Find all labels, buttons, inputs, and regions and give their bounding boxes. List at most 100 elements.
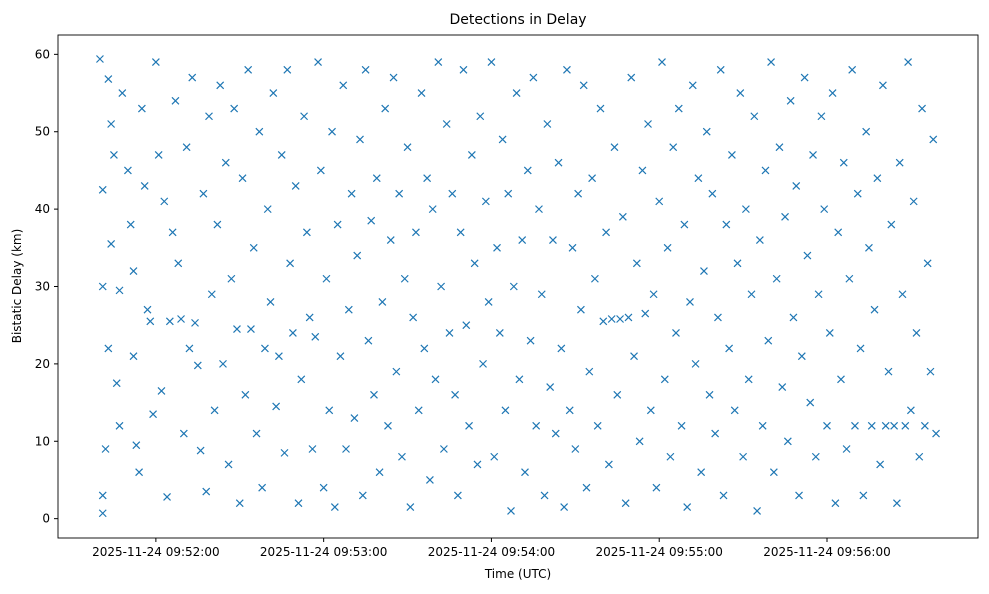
data-point — [126, 220, 135, 229]
data-point — [210, 406, 219, 415]
data-point — [389, 73, 398, 82]
x-axis-label: Time (UTC) — [484, 567, 551, 581]
data-point — [484, 298, 493, 306]
data-point — [604, 460, 613, 469]
data-point — [98, 282, 107, 291]
data-point — [213, 220, 222, 229]
data-point — [182, 143, 191, 152]
data-point — [314, 58, 322, 67]
y-axis-ticks: 0 10 20 30 40 50 60 — [35, 47, 58, 526]
data-point — [504, 189, 513, 198]
data-point — [165, 317, 174, 326]
data-point — [339, 81, 348, 90]
data-point — [398, 452, 406, 461]
data-point — [160, 197, 169, 206]
data-point — [632, 259, 641, 268]
data-point — [694, 174, 703, 183]
data-point — [247, 325, 255, 333]
data-point — [473, 460, 482, 469]
data-point — [817, 112, 826, 121]
data-point — [288, 329, 297, 337]
data-point — [384, 421, 392, 430]
data-point — [767, 58, 775, 67]
data-point — [898, 290, 907, 299]
data-point — [140, 181, 149, 190]
data-point — [118, 89, 127, 97]
data-point — [842, 445, 851, 453]
data-point — [205, 112, 213, 121]
data-point — [439, 445, 448, 453]
data-point — [328, 127, 336, 136]
data-point — [414, 406, 423, 415]
data-point — [831, 499, 840, 508]
data-point — [758, 421, 767, 430]
data-point — [596, 104, 605, 113]
data-point — [549, 236, 557, 244]
data-point — [761, 166, 770, 175]
data-point — [470, 259, 479, 268]
data-point — [571, 445, 580, 453]
data-point — [115, 286, 124, 295]
data-point — [579, 81, 588, 90]
data-point — [342, 445, 350, 453]
data-point — [736, 89, 745, 97]
data-point — [420, 344, 429, 353]
data-point — [451, 390, 460, 399]
data-point — [876, 460, 885, 469]
data-point — [230, 104, 239, 113]
data-point — [154, 151, 163, 159]
data-point — [892, 499, 901, 508]
data-point — [459, 65, 468, 74]
data-point — [333, 220, 342, 229]
data-point — [286, 259, 295, 268]
data-point — [305, 313, 314, 322]
data-point — [400, 274, 409, 283]
data-point — [923, 259, 932, 268]
data-point — [529, 73, 538, 82]
data-point — [719, 491, 728, 500]
data-point — [188, 73, 197, 82]
data-point — [135, 468, 144, 477]
data-point — [431, 375, 440, 384]
x-tick-label: 2025-11-24 09:56:00 — [763, 545, 890, 559]
data-point — [252, 429, 261, 438]
data-point — [582, 483, 591, 492]
data-point — [727, 151, 736, 159]
data-point — [708, 189, 717, 198]
data-point — [688, 81, 697, 90]
data-point — [814, 290, 823, 299]
data-point — [241, 390, 250, 399]
data-point — [199, 189, 208, 198]
data-point — [107, 120, 116, 128]
data-point — [574, 189, 583, 198]
data-point — [722, 220, 731, 229]
data-point — [714, 313, 722, 322]
data-point — [557, 344, 566, 353]
data-point — [221, 158, 230, 167]
data-point — [412, 228, 420, 237]
data-point — [616, 315, 624, 323]
data-point — [266, 298, 275, 306]
data-point — [769, 468, 778, 477]
data-point — [123, 166, 132, 175]
data-point — [434, 58, 443, 67]
data-point — [660, 375, 669, 384]
data-point — [932, 429, 940, 438]
data-point — [353, 251, 362, 260]
data-point — [926, 367, 935, 376]
data-point — [168, 228, 177, 237]
data-point — [227, 274, 236, 283]
data-point — [590, 274, 599, 283]
data-point — [358, 491, 367, 500]
data-point — [621, 499, 630, 508]
data-point — [825, 329, 834, 337]
data-point — [193, 361, 202, 370]
data-point — [163, 493, 171, 501]
data-point — [862, 127, 871, 136]
data-point — [302, 228, 311, 237]
data-point — [495, 329, 504, 337]
data-point — [453, 491, 462, 500]
plot-area — [57, 34, 979, 539]
y-tick-label: 0 — [42, 512, 50, 526]
data-point — [691, 359, 700, 368]
